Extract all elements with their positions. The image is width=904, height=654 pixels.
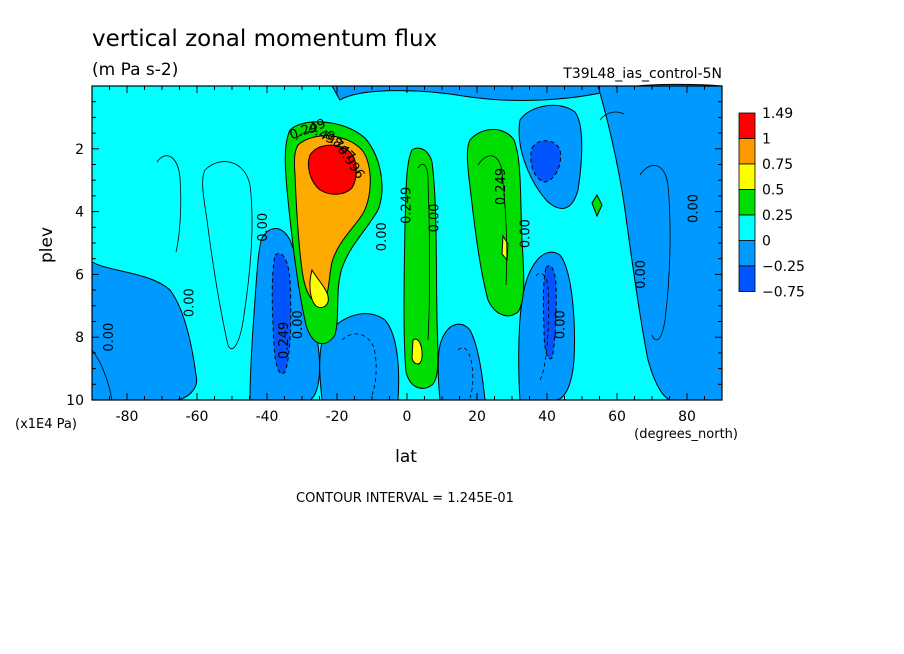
region-strong-negative-north [530,140,562,183]
contour-label: 0.00 [428,203,443,232]
y-tick-label: 6 [75,267,84,283]
colorbar-label: −0.25 [762,259,805,275]
contour-label: 0.249 [494,168,509,205]
contour-label: 0.00 [554,310,569,339]
region-negative-far-left [91,261,198,401]
colorbar-label: 0 [762,234,771,250]
colorbar-swatch [738,214,756,241]
contour-lines [91,111,671,401]
region-negative-top [331,83,723,101]
region-negative-central-south [319,313,400,401]
x-tick-label: 80 [678,409,696,425]
contour-label: 0.00 [291,310,306,339]
region-positive-yellow [309,268,329,309]
colorbar-swatch [738,163,756,190]
colorbar-swatch [738,112,756,139]
colorbar-label: 0.75 [762,157,793,173]
contour-label: 0.00 [634,260,649,289]
contour-label: 0.249 [400,187,415,224]
colorbar-swatch [738,265,756,292]
colorbar-label: 1.49 [762,106,793,122]
contour-label: 0.00 [687,194,702,223]
contour-label: 0.249 [277,322,292,359]
region-negative-central-north [437,323,486,401]
x-tick-label: -20 [326,409,349,425]
region-strong-negative-south [271,253,292,375]
x-tick-label: 40 [538,409,556,425]
y-tick-label: 8 [75,330,84,346]
dataset-label: T39L48_ias_control-5N [562,66,722,82]
region-positive-red-core [307,144,357,195]
y-tick-label: 4 [75,205,84,221]
y-axis-label: plev [37,227,57,263]
x-axis-units: (degrees_north) [634,427,738,442]
contour-dashed-lines [341,272,549,399]
x-tick-label: 60 [608,409,626,425]
contour-label: 0.00 [256,213,271,242]
region-positive-northeast-spot [591,193,603,218]
colorbar-label: 0.5 [762,183,784,199]
y-tick-label: 2 [75,142,84,158]
x-tick-label: -60 [186,409,209,425]
contour-interval-note: CONTOUR INTERVAL = 1.245E-01 [296,491,514,506]
contour-label: 0.00 [183,288,198,317]
x-axis-label: lat [395,447,417,467]
contour-label: 0.00 [102,323,117,352]
chart-units: (m Pa s-2) [92,60,178,80]
x-tick-label: -80 [116,409,139,425]
region-positive-equator [403,147,439,389]
region-positive-north [466,129,525,317]
colorbar-swatch [738,138,756,165]
region-positive-yellow-equator [411,338,423,365]
colorbar-label: 1 [762,132,771,148]
x-axis: -80 -60 -40 -20 0 20 40 60 80 [91,86,723,425]
colorbar-swatch [738,189,756,216]
colorbar: 1.49 1 0.75 0.5 0.25 0 −0.25 −0.75 [738,106,805,301]
contour-label: 0.00 [375,222,390,251]
colorbar-swatch [738,240,756,267]
y-axis: 2 4 6 8 10 [66,85,722,409]
y-tick-label: 10 [66,393,84,409]
region-strong-negative-north-lower [542,265,557,360]
region-negative-northeast [597,85,723,401]
x-tick-label: -40 [256,409,279,425]
x-tick-label: 20 [468,409,486,425]
contour-label: 0.00 [519,219,534,248]
y-axis-units: (x1E4 Pa) [15,417,77,432]
colorbar-label: 0.25 [762,208,793,224]
chart-title: vertical zonal momentum flux [92,26,437,52]
colorbar-label: −0.75 [762,285,805,301]
x-tick-label: 0 [403,409,412,425]
